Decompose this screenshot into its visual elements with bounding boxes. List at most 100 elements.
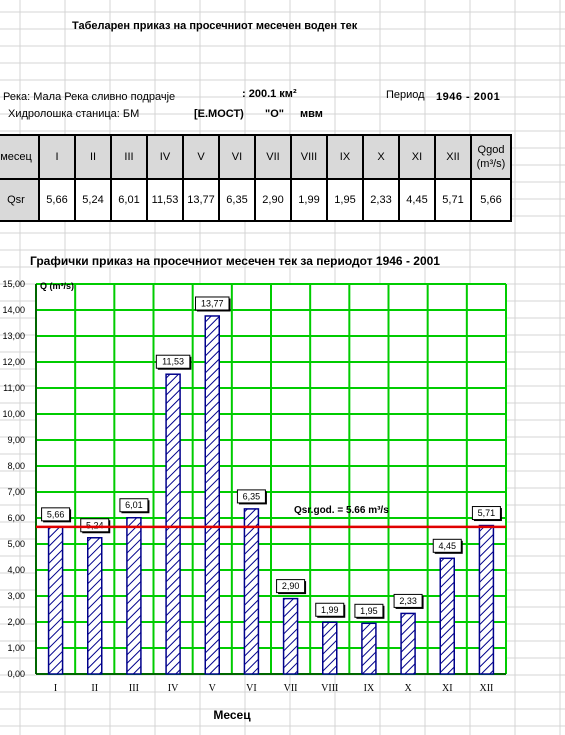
table-cell[interactable]: 5,66 xyxy=(470,178,512,222)
bar xyxy=(165,373,181,675)
x-tick-label: V xyxy=(209,683,217,694)
station-label: Хидролошка станица: БМ xyxy=(8,108,140,120)
bar xyxy=(47,526,64,675)
x-tick-label: IX xyxy=(364,683,375,694)
bar xyxy=(282,597,299,675)
data-label: 6,01 xyxy=(125,500,143,510)
month-value: 1,99 xyxy=(292,180,326,220)
annual-header-line1: Qgod xyxy=(477,144,505,156)
bar xyxy=(361,622,377,675)
month-header: IX xyxy=(328,136,362,178)
month-header: IV xyxy=(148,136,182,178)
month-header: XII xyxy=(436,136,470,178)
y-tick-label: 11,00 xyxy=(3,383,25,393)
table-cell[interactable]: 5,66 xyxy=(38,178,76,222)
table-cell[interactable]: месец xyxy=(0,134,40,180)
table-cell[interactable]: 11,53 xyxy=(146,178,184,222)
mean-line-label: Qsr.god. = 5.66 m³/s xyxy=(294,505,389,516)
x-tick-label: XI xyxy=(442,683,453,694)
month-value: 4,45 xyxy=(400,180,434,220)
data-label: 11,53 xyxy=(162,357,184,367)
data-label: 5,71 xyxy=(478,508,496,518)
table-cell[interactable]: 5,71 xyxy=(434,178,472,222)
x-tick-label: III xyxy=(129,683,139,694)
table-cell[interactable]: II xyxy=(74,134,112,180)
table-cell[interactable]: XI xyxy=(398,134,436,180)
month-header: III xyxy=(112,136,146,178)
y-tick-label: 12,00 xyxy=(2,357,25,367)
table-cell[interactable]: VIII xyxy=(290,134,328,180)
y-tick-label: 15,00 xyxy=(2,279,25,289)
month-value: 5,24 xyxy=(76,180,110,220)
y-tick-label: 13,00 xyxy=(2,331,25,341)
table-cell[interactable]: IX xyxy=(326,134,364,180)
monthly-flow-bar-chart: 0,00 1,00 2,00 3,00 4,00 5,00 6,00 7,00 8,00 9,00… xyxy=(2,279,507,722)
table-cell[interactable]: 1,99 xyxy=(290,178,328,222)
bar xyxy=(243,508,260,675)
row-header-label: месец xyxy=(0,136,38,178)
data-label-box xyxy=(354,603,384,618)
table-cell[interactable]: 2,90 xyxy=(254,178,292,222)
month-header: VIII xyxy=(292,136,326,178)
month-value: 5,71 xyxy=(436,180,470,220)
data-label-box xyxy=(236,489,266,504)
table-cell[interactable]: III xyxy=(110,134,148,180)
table-cell[interactable]: 5,24 xyxy=(74,178,112,222)
table-cell[interactable]: X xyxy=(362,134,400,180)
data-label: 2,90 xyxy=(282,581,300,591)
y-tick-label: 0,00 xyxy=(7,669,25,679)
data-label: 13,77 xyxy=(201,298,224,308)
monthly-flow-table: месец I II III IV V VI VII VIII IX X XI … xyxy=(0,134,512,222)
bar xyxy=(204,315,220,675)
month-header: X xyxy=(364,136,398,178)
month-header: V xyxy=(184,136,218,178)
month-value: 1,95 xyxy=(328,180,362,220)
table-cell[interactable]: VII xyxy=(254,134,292,180)
data-label-box xyxy=(315,602,345,617)
x-tick-label: VI xyxy=(246,683,257,694)
table-cell[interactable]: 6,01 xyxy=(110,178,148,222)
annual-value: 5,66 xyxy=(472,180,510,220)
y-tick-label: 14,00 xyxy=(2,305,25,315)
station-unit: мвм xyxy=(300,108,323,120)
table-cell[interactable]: 4,45 xyxy=(398,178,436,222)
bar xyxy=(322,621,338,675)
x-axis-label: Месец xyxy=(213,708,251,722)
data-label: 6,35 xyxy=(243,491,261,501)
y-tick-label: 7,00 xyxy=(7,487,25,497)
x-tick-label: XII xyxy=(479,683,493,694)
y-tick-label: 1,00 xyxy=(7,643,25,653)
data-label: 1,99 xyxy=(321,605,339,615)
x-tick-label: II xyxy=(91,683,98,694)
data-label-box xyxy=(393,593,423,608)
period-label: Период xyxy=(386,89,425,101)
bar xyxy=(400,612,416,675)
month-value: 2,33 xyxy=(364,180,398,220)
data-label-box xyxy=(119,498,149,513)
table-cell[interactable]: V xyxy=(182,134,220,180)
table-cell[interactable]: 1,95 xyxy=(326,178,364,222)
annual-header: Qgod (m³/s) xyxy=(472,136,510,178)
y-tick-label: 5,00 xyxy=(7,539,25,549)
table-cell[interactable]: XII xyxy=(434,134,472,180)
table-cell[interactable]: Qsr xyxy=(0,178,40,222)
bar xyxy=(478,524,495,675)
month-value: 11,53 xyxy=(148,180,182,220)
data-label-box xyxy=(155,354,191,369)
period-value: 1946 - 2001 xyxy=(436,91,501,103)
month-value: 6,01 xyxy=(112,180,146,220)
bar xyxy=(439,557,455,675)
y-tick-label: 2,00 xyxy=(7,617,25,627)
table-cell[interactable]: 2,33 xyxy=(362,178,400,222)
month-header: VI xyxy=(220,136,254,178)
x-tick-label: VIII xyxy=(321,683,338,694)
table-cell[interactable]: VI xyxy=(218,134,256,180)
table-cell[interactable]: 13,77 xyxy=(182,178,220,222)
table-cell[interactable]: 6,35 xyxy=(218,178,256,222)
table-cell[interactable]: I xyxy=(38,134,76,180)
sheet-title: Табеларен приказ на просечниот месечен в… xyxy=(72,20,358,32)
table-cell[interactable]: IV xyxy=(146,134,184,180)
table-cell[interactable]: Qgod (m³/s) xyxy=(470,134,512,180)
station-name: [Е.МОСТ) xyxy=(194,108,244,120)
month-header: VII xyxy=(256,136,290,178)
